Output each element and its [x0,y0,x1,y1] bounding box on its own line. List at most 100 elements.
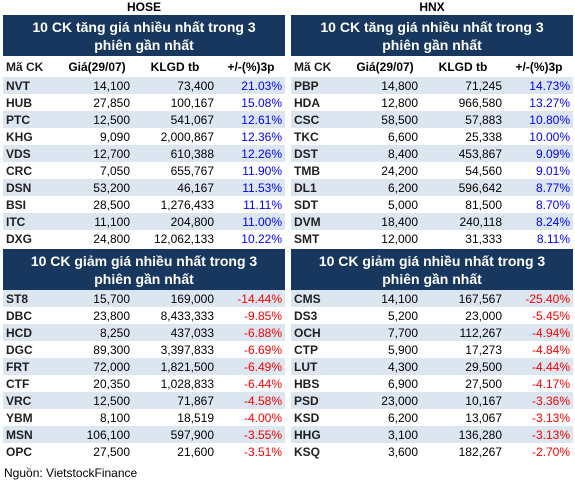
stock-row: DS3 5,200 23,000 -5.45% [291,307,573,324]
cell: -4.17% [531,376,570,391]
cell: 57,883 [421,111,505,128]
cell: 8,250 [61,324,133,341]
cell: 8.11% [536,231,570,246]
cell: 2,000,867 [160,129,214,144]
cell: 81,500 [465,197,502,212]
ticker: DBC [6,308,32,323]
cell: 541,067 [133,111,217,128]
section-title: 10 CK tăng giá nhiều nhất trong 3 phiên … [3,15,285,56]
cell: 8,400 [349,145,421,162]
cell: 21.03% [217,77,285,94]
stock-row: MSN 106,100 597,900 -3.55% [3,426,285,443]
stock-row: DST 8,400 453,867 9.09% [291,145,573,162]
ticker: HDA [294,95,320,110]
cell: 12.36% [241,129,282,144]
stock-row: TKC 6,600 25,338 10.00% [291,128,573,145]
cell: 11.53% [217,179,285,196]
cell: 240,118 [421,213,505,230]
cell: 9.01% [535,163,570,178]
ticker: HCD [3,324,61,341]
cell: 204,800 [133,213,217,230]
ticker: KSD [294,410,320,425]
cell: 53,200 [61,179,133,196]
ticker: DS3 [294,308,318,323]
cell: 14.73% [505,77,573,94]
stock-row: CSC 58,500 57,883 10.80% [291,111,573,128]
stock-row: HHG 3,100 136,280 -3.13% [291,426,573,443]
cell: 167,567 [421,290,505,307]
ticker: HUB [6,95,32,110]
header-cell: Mã CK [6,59,44,74]
stock-row: DSN 53,200 46,167 11.53% [3,179,285,196]
cell: 46,167 [133,179,217,196]
cell: 8,100 [99,410,130,425]
cell: 24,200 [381,163,418,178]
stock-row: BSI 28,500 1,276,433 11.11% [3,196,285,213]
cell: 6,600 [387,129,418,144]
cell: -2.70% [531,444,570,459]
stock-row: VDS 12,700 610,388 12.26% [3,145,285,162]
cell: 7,700 [349,324,421,341]
stock-row: LUT 4,300 29,500 -4.44% [291,358,573,375]
ticker: VDS [3,145,61,162]
ticker: CTF [6,376,30,391]
stock-row: SDT 5,000 81,500 8.70% [291,196,573,213]
cell: -5.45% [531,308,570,323]
cell: 12.61% [217,111,285,128]
cell: 453,867 [421,145,505,162]
ticker: YBM [6,410,33,425]
ticker: HBS [294,376,320,391]
exchange-label: HOSE [126,0,161,14]
cell: 15.08% [241,95,282,110]
header-cell: Giá(29/07) [356,59,414,74]
cell: 10.00% [529,129,570,144]
stock-row: CTP 5,900 17,273 -4.84% [291,341,573,358]
ticker: DL1 [291,179,349,196]
ticker: TKC [294,129,319,144]
cell: 4,300 [349,358,421,375]
header-cell: KLGD tb [438,59,488,74]
cell: 182,267 [458,444,502,459]
cell: 14,100 [61,77,133,94]
stock-row: OPC 27,500 21,600 -3.51% [3,443,285,460]
stock-row: CTF 20,350 1,028,833 -6.44% [3,375,285,392]
cell: 655,767 [170,163,214,178]
cell: 5,000 [387,197,418,212]
ticker: OCH [291,324,349,341]
cell: 12,800 [381,95,418,110]
cell: 25,338 [465,129,502,144]
cell: 11,100 [61,213,133,230]
stock-row: HCD 8,250 437,033 -6.88% [3,324,285,341]
stock-row: KHG 9,090 2,000,867 12.36% [3,128,285,145]
stock-row: HUB 27,850 100,167 15.08% [3,94,285,111]
stock-row: FRT 72,000 1,821,500 -6.49% [3,358,285,375]
cell: 73,400 [133,77,217,94]
cell: 610,388 [133,145,217,162]
stock-row: DXG 24,800 12,062,133 10.22% [3,230,285,247]
ticker: PSD [291,392,349,409]
cell: 9,090 [99,129,130,144]
panels: HOSE 10 CK tăng giá nhiều nhất trong 3 ph… [3,0,573,460]
cell: -6.69% [243,342,282,357]
ticker: PTC [3,111,61,128]
exchange-label: HNX [419,0,445,14]
cell: 71,867 [133,392,217,409]
ticker: DGC [6,342,33,357]
cell: 20,350 [93,376,130,391]
cell: 13,067 [465,410,502,425]
cell: 12,000 [381,231,418,246]
ticker: CRC [6,163,32,178]
stock-row: PTC 12,500 541,067 12.61% [3,111,285,128]
cell: -6.49% [217,358,285,375]
stock-row: VRC 12,500 71,867 -4.58% [3,392,285,409]
cell: 29,500 [421,358,505,375]
cell: 136,280 [421,426,505,443]
ticker: SDT [294,197,318,212]
stock-row: DGC 89,300 3,397,833 -6.69% [3,341,285,358]
cell: 12.26% [217,145,285,162]
stock-row: PSD 23,000 10,167 -3.36% [291,392,573,409]
ticker: OPC [6,444,33,459]
cell: 10.22% [241,231,282,246]
cell: -6.44% [243,376,282,391]
cell: -4.00% [243,410,282,425]
